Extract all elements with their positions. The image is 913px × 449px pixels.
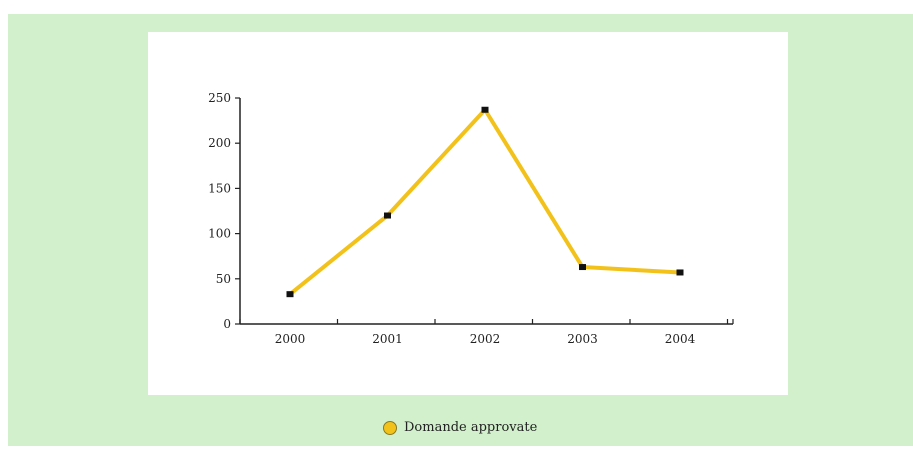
x-tick-label: 2004: [665, 332, 696, 346]
axes-layer: [235, 97, 734, 325]
data-point-marker: [286, 291, 294, 298]
chart-card: 0 50 100 150 200 250 2000 2001 2002 2003 2004: [148, 32, 788, 395]
line-chart: 0 50 100 150 200 250 2000 2001 2002 2003 2004: [208, 91, 734, 346]
x-tick-label: 2003: [567, 332, 598, 346]
y-tick-label: 200: [208, 136, 231, 150]
y-tick-label: 250: [208, 91, 231, 105]
x-tick-label: 2001: [372, 332, 403, 346]
y-tick-label: 50: [216, 272, 231, 286]
legend-label: Domande approvate: [404, 420, 538, 435]
series-line: [288, 107, 682, 297]
labels-layer: 0 50 100 150 200 250 2000 2001 2002 2003 2004: [208, 91, 696, 346]
y-tick-label: 150: [208, 181, 231, 195]
data-point-marker: [579, 264, 586, 271]
y-tick-label: 100: [208, 227, 231, 241]
series-layer: [286, 106, 684, 298]
circle-legend-icon: [383, 420, 397, 435]
data-point-marker: [676, 269, 684, 276]
data-point-marker: [481, 106, 489, 113]
legend: Domande approvate: [383, 420, 537, 435]
y-tick-label: 0: [223, 317, 231, 331]
x-tick-label: 2000: [275, 332, 306, 346]
x-tick-label: 2002: [470, 332, 501, 346]
data-point-marker: [384, 212, 391, 219]
